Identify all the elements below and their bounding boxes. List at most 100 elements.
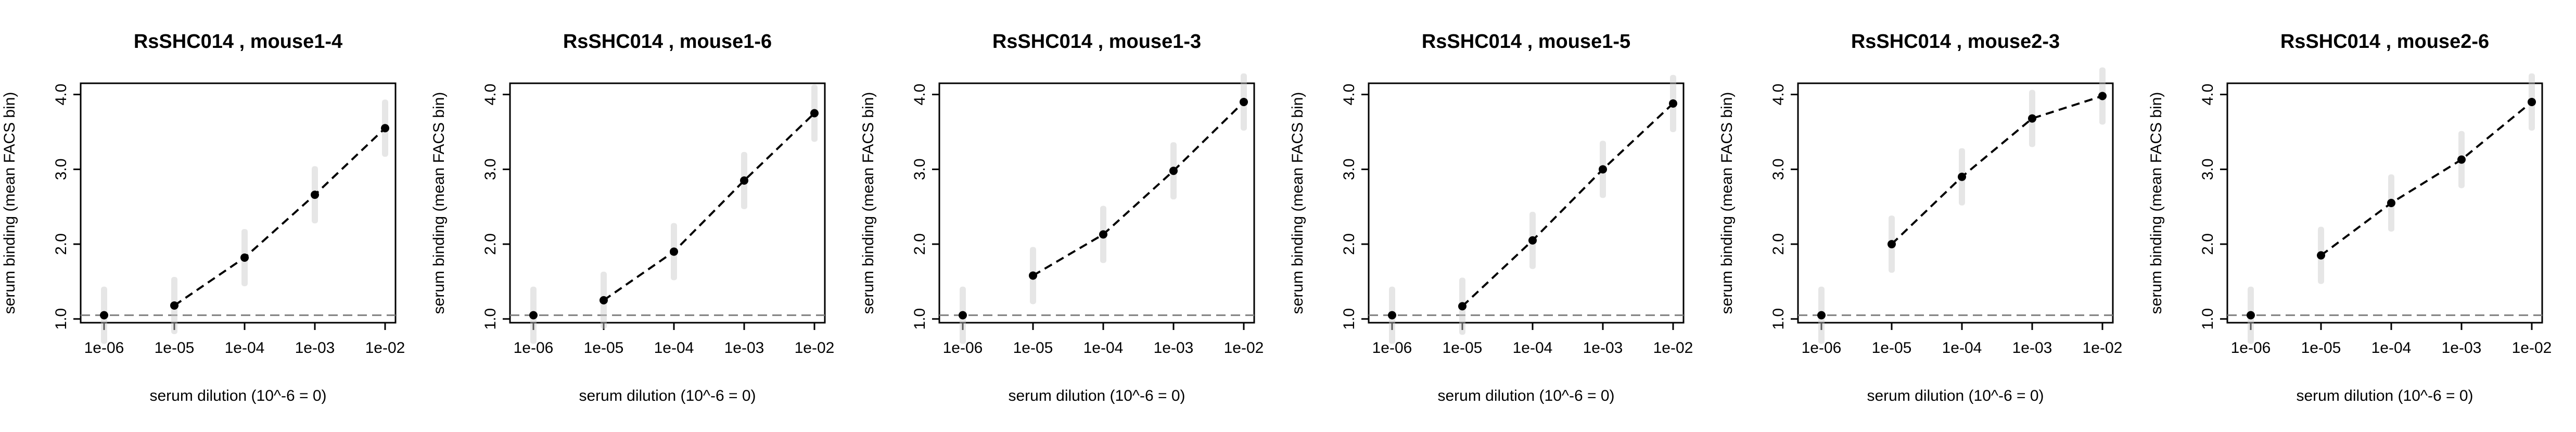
y-axis-label: serum binding (mean FACS bin)	[860, 92, 877, 314]
x-tick-label: 1e-05	[1013, 339, 1053, 357]
data-point	[2098, 92, 2107, 100]
data-point	[381, 124, 389, 133]
y-tick-label: 3.0	[1770, 158, 1787, 180]
x-tick-label: 1e-02	[1653, 339, 1693, 357]
y-tick-label: 1.0	[53, 308, 70, 330]
data-point	[1029, 271, 1037, 280]
data-point	[1169, 167, 1178, 175]
data-point	[240, 253, 249, 262]
data-point	[2457, 155, 2466, 164]
y-tick-label: 4.0	[482, 84, 499, 106]
x-tick-label: 1e-03	[2012, 339, 2052, 357]
chart-panel: RsSHC014 , mouse1-4 1.0 2.0 3.0 4.0 1e-06 1e-0…	[1, 31, 405, 404]
x-tick-label: 1e-04	[1942, 339, 1982, 357]
series-line	[1891, 95, 2103, 245]
x-axis-label: serum dilution (10^-6 = 0)	[1008, 387, 1185, 404]
chart-panel: RsSHC014 , mouse2-6 1.0 2.0 3.0 4.0 1e-06 1e-0…	[2148, 31, 2552, 404]
x-axis-label: serum dilution (10^-6 = 0)	[579, 387, 756, 404]
data-point	[740, 176, 748, 185]
x-tick-label: 1e-06	[1372, 339, 1412, 357]
plot-frame	[80, 82, 397, 324]
chart-panel: RsSHC014 , mouse1-6 1.0 2.0 3.0 4.0 1e-06 1e-0…	[430, 31, 834, 404]
y-tick-label: 2.0	[53, 233, 70, 255]
data-point	[2317, 251, 2325, 260]
y-tick-label: 4.0	[53, 84, 70, 106]
x-tick-label: 1e-03	[724, 339, 764, 357]
data-point	[810, 109, 819, 118]
x-tick-label: 1e-04	[225, 339, 265, 357]
plot-frame	[2226, 82, 2543, 324]
data-point	[170, 301, 178, 310]
x-tick-label: 1e-04	[2371, 339, 2412, 357]
series-line	[173, 127, 386, 307]
data-point	[529, 311, 538, 320]
x-tick-label: 1e-06	[2231, 339, 2271, 357]
x-axis-label: serum dilution (10^-6 = 0)	[2296, 387, 2473, 404]
x-tick-label: 1e-02	[2083, 339, 2123, 357]
x-tick-label: 1e-03	[2442, 339, 2482, 357]
data-point	[959, 311, 967, 320]
data-point	[2387, 199, 2395, 207]
plot-frame	[1368, 82, 1685, 324]
y-axis-label: serum binding (mean FACS bin)	[1, 92, 18, 314]
x-tick-label: 1e-02	[365, 339, 405, 357]
data-point	[1958, 172, 1966, 181]
y-tick-label: 2.0	[482, 233, 499, 255]
data-point	[1099, 230, 1107, 239]
y-tick-label: 3.0	[53, 158, 70, 180]
data-point	[1240, 97, 1248, 106]
chart-panel: RsSHC014 , mouse1-3 1.0 2.0 3.0 4.0 1e-06 1e-0…	[860, 31, 1264, 404]
series-line	[2320, 101, 2533, 257]
x-tick-label: 1e-04	[1513, 339, 1553, 357]
x-tick-label: 1e-05	[155, 339, 195, 357]
y-axis-label: serum binding (mean FACS bin)	[2148, 92, 2165, 314]
y-tick-label: 1.0	[482, 308, 499, 330]
x-tick-label: 1e-05	[1872, 339, 1912, 357]
data-point	[2247, 311, 2255, 320]
x-tick-label: 1e-03	[295, 339, 335, 357]
data-point	[1888, 240, 1896, 249]
y-tick-label: 1.0	[1770, 308, 1787, 330]
x-tick-label: 1e-04	[1083, 339, 1124, 357]
y-axis-label: serum binding (mean FACS bin)	[1718, 92, 1736, 314]
data-point	[1528, 236, 1537, 245]
data-point	[1599, 165, 1607, 174]
plot-frame	[938, 82, 1255, 324]
plot-frame	[509, 82, 826, 324]
data-point	[1817, 311, 1826, 320]
data-point	[311, 190, 319, 199]
chart-title: RsSHC014 , mouse1-6	[563, 31, 772, 53]
x-tick-label: 1e-06	[1802, 339, 1842, 357]
x-tick-label: 1e-06	[514, 339, 554, 357]
y-tick-label: 1.0	[1341, 308, 1358, 330]
data-point	[1669, 99, 1677, 108]
x-tick-label: 1e-02	[1224, 339, 1264, 357]
x-axis-label: serum dilution (10^-6 = 0)	[1437, 387, 1614, 404]
y-axis-label: serum binding (mean FACS bin)	[430, 92, 448, 314]
x-axis-label: serum dilution (10^-6 = 0)	[149, 387, 326, 404]
data-point	[1388, 311, 1396, 320]
y-tick-label: 2.0	[911, 233, 928, 255]
y-tick-label: 1.0	[911, 308, 928, 330]
chart-panel: RsSHC014 , mouse2-3 1.0 2.0 3.0 4.0 1e-06 1e-0…	[1718, 31, 2122, 404]
series-line	[603, 112, 815, 301]
x-tick-label: 1e-05	[1443, 339, 1483, 357]
plot-frame	[1797, 82, 2114, 324]
y-tick-label: 4.0	[1341, 84, 1358, 106]
data-point	[2528, 97, 2536, 106]
chart-title: RsSHC014 , mouse2-6	[2280, 31, 2489, 53]
chart-title: RsSHC014 , mouse1-5	[1422, 31, 1630, 53]
chart-title: RsSHC014 , mouse2-3	[1851, 31, 2060, 53]
y-tick-label: 2.0	[1341, 233, 1358, 255]
x-tick-label: 1e-03	[1583, 339, 1623, 357]
data-point	[2028, 114, 2036, 123]
data-point	[1458, 302, 1466, 311]
y-tick-label: 2.0	[2199, 233, 2216, 255]
data-point	[100, 311, 108, 320]
y-tick-label: 4.0	[2199, 84, 2216, 106]
series-line	[1032, 101, 1245, 277]
x-tick-label: 1e-05	[584, 339, 624, 357]
y-tick-label: 3.0	[2199, 158, 2216, 180]
y-axis-label: serum binding (mean FACS bin)	[1289, 92, 1306, 314]
